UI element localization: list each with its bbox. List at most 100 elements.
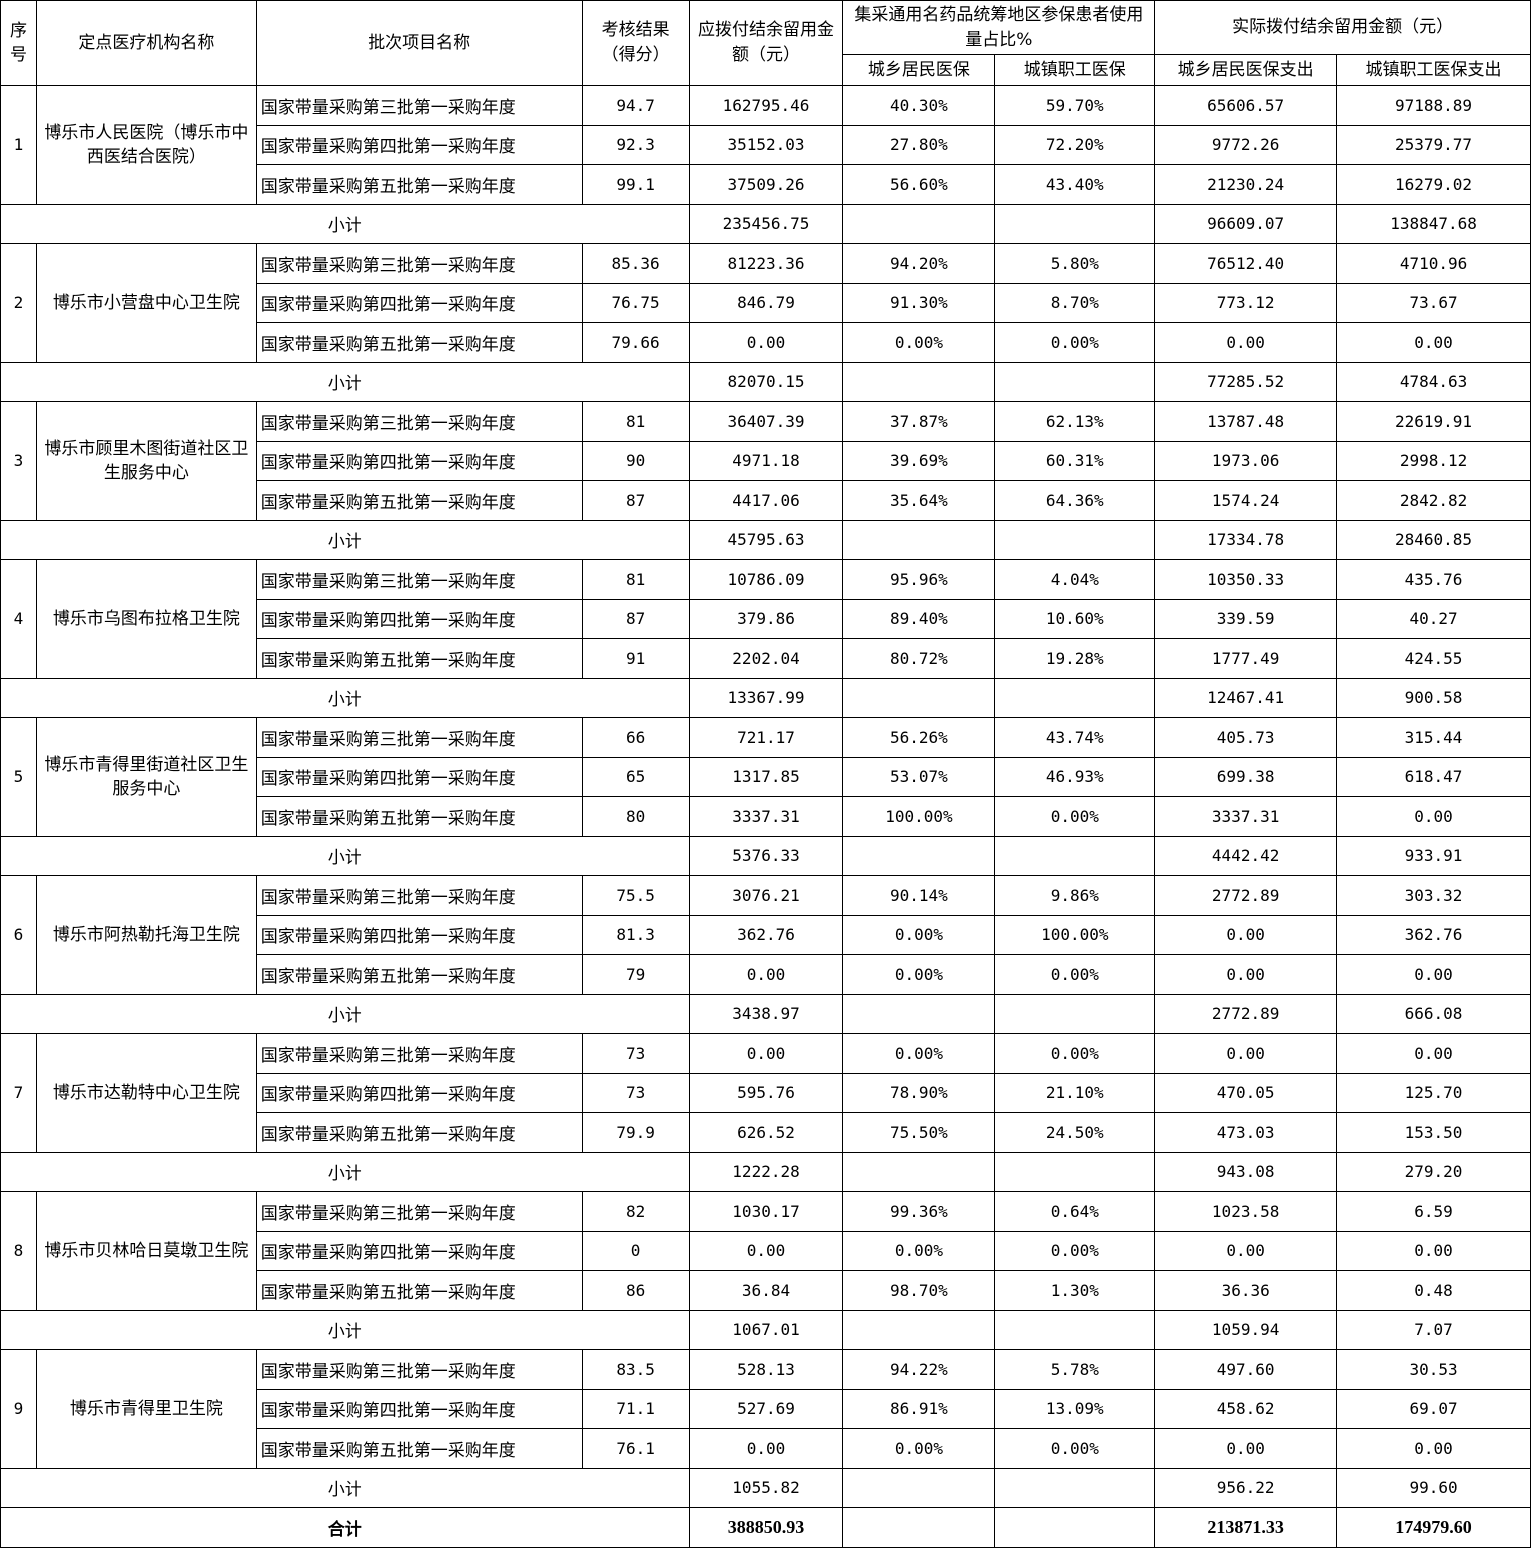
subtotal-row: 小计 13367.99 12467.41 900.58: [0, 677, 1531, 718]
table-row: 4 博乐市乌图布拉格卫生院 国家带量采购第三批第一采购年度 81 10786.09 95.…: [0, 559, 1531, 679]
actual-urban: 4710.96: [1336, 243, 1531, 284]
table-row: 国家带量采购第五批第一采购年度 91 2202.04 80.72% 19.28% 1777…: [1, 638, 1531, 679]
table-row: 国家带量采购第四批第一采购年度 92.3 35152.03 27.80% 72.20% 9…: [1, 124, 1531, 165]
empty-cell: [842, 677, 996, 718]
actual-rural: 470.05: [1154, 1072, 1338, 1113]
header-org: 定点医疗机构名称: [35, 0, 257, 86]
actual-urban: 153.50: [1336, 1112, 1531, 1153]
actual-urban: 435.76: [1336, 559, 1531, 600]
batch-name: 国家带量采购第五批第一采购年度: [255, 322, 583, 363]
batch-name: 国家带量采购第五批第一采购年度: [255, 954, 583, 995]
batch-name: 国家带量采购第四批第一采购年度: [255, 282, 583, 323]
empty-cell: [994, 1507, 1156, 1548]
batch-name: 国家带量采购第四批第一采购年度: [255, 124, 583, 165]
score: 81: [581, 401, 690, 442]
score: 0: [581, 1230, 690, 1271]
due-amount: 36407.39: [688, 401, 844, 442]
due-amount: 362.76: [688, 914, 844, 955]
subtotal-label: 小计: [0, 835, 690, 876]
due-amount: 81223.36: [688, 243, 844, 284]
actual-rural: 1777.49: [1154, 638, 1338, 679]
subtotal-due: 1067.01: [688, 1309, 844, 1350]
ratio-urban: 0.00%: [994, 954, 1156, 995]
ratio-urban: 0.00%: [994, 1428, 1156, 1469]
actual-rural: 3337.31: [1154, 796, 1338, 837]
subtotal-row: 小计 45795.63 17334.78 28460.85: [0, 519, 1531, 560]
actual-rural: 0.00: [1154, 954, 1338, 995]
ratio-urban: 5.78%: [994, 1349, 1156, 1390]
subtotal-row: 小计 1055.82 956.22 99.60: [0, 1467, 1531, 1508]
actual-rural: 1023.58: [1154, 1191, 1338, 1232]
ratio-rural: 95.96%: [842, 559, 996, 600]
table-row: 国家带量采购第四批第一采购年度 87 379.86 89.40% 10.60% 339.5…: [1, 598, 1531, 639]
score: 73: [581, 1033, 690, 1074]
ratio-urban: 0.00%: [994, 796, 1156, 837]
seq-cell: 3: [0, 401, 37, 521]
due-amount: 846.79: [688, 282, 844, 323]
score: 94.7: [581, 85, 690, 126]
header-seq: 序号: [0, 0, 37, 86]
subtotal-label: 小计: [0, 203, 690, 244]
score: 79: [581, 954, 690, 995]
subtotal-due: 5376.33: [688, 835, 844, 876]
score: 79.66: [581, 322, 690, 363]
ratio-rural: 100.00%: [842, 796, 996, 837]
table-row: 国家带量采购第四批第一采购年度 76.75 846.79 91.30% 8.70% 773…: [1, 282, 1531, 323]
subtotal-actual-rural: 17334.78: [1154, 519, 1338, 560]
table-row: 国家带量采购第四批第一采购年度 0 0.00 0.00% 0.00% 0.00 0.00: [1, 1230, 1531, 1271]
actual-urban: 0.00: [1336, 954, 1531, 995]
batch-name: 国家带量采购第三批第一采购年度: [255, 243, 583, 284]
total-row: 合计 388850.93 213871.33 174979.60: [0, 1507, 1531, 1548]
actual-urban: 424.55: [1336, 638, 1531, 679]
batch-name: 国家带量采购第三批第一采购年度: [255, 401, 583, 442]
actual-rural: 0.00: [1154, 914, 1338, 955]
header-ratio-urban: 城镇职工医保: [994, 54, 1156, 86]
empty-cell: [842, 835, 996, 876]
subtotal-actual-urban: 99.60: [1336, 1467, 1531, 1508]
batch-name: 国家带量采购第五批第一采购年度: [255, 480, 583, 521]
ratio-rural: 78.90%: [842, 1072, 996, 1113]
actual-rural: 458.62: [1154, 1388, 1338, 1429]
due-amount: 0.00: [688, 1230, 844, 1271]
actual-rural: 405.73: [1154, 717, 1338, 758]
batch-name: 国家带量采购第四批第一采购年度: [255, 598, 583, 639]
subtotal-row: 小计 3438.97 2772.89 666.08: [0, 993, 1531, 1034]
actual-urban: 0.00: [1336, 1033, 1531, 1074]
ratio-urban: 72.20%: [994, 124, 1156, 165]
subtotal-actual-urban: 138847.68: [1336, 203, 1531, 244]
org-name: 博乐市小营盘中心卫生院: [35, 243, 257, 363]
subtotal-due: 13367.99: [688, 677, 844, 718]
actual-urban: 97188.89: [1336, 85, 1531, 126]
seq-cell: 5: [0, 717, 37, 837]
batch-name: 国家带量采购第四批第一采购年度: [255, 1230, 583, 1271]
table-row: 国家带量采购第五批第一采购年度 79.9 626.52 75.50% 24.50% 473…: [1, 1112, 1531, 1153]
table-row: 国家带量采购第五批第一采购年度 79 0.00 0.00% 0.00% 0.00 0.00: [1, 954, 1531, 995]
table-row: 9 博乐市青得里卫生院 国家带量采购第三批第一采购年度 83.5 528.13 94.22…: [0, 1349, 1531, 1469]
actual-urban: 2842.82: [1336, 480, 1531, 521]
seq-cell: 8: [0, 1191, 37, 1311]
score: 91: [581, 638, 690, 679]
score: 81.3: [581, 914, 690, 955]
ratio-urban: 5.80%: [994, 243, 1156, 284]
ratio-rural: 89.40%: [842, 598, 996, 639]
table-row: 国家带量采购第四批第一采购年度 73 595.76 78.90% 21.10% 470.0…: [1, 1072, 1531, 1113]
table-row: 5 博乐市青得里街道社区卫生服务中心 国家带量采购第三批第一采购年度 66 721.17…: [0, 717, 1531, 837]
header-due: 应拨付结余留用金额（元）: [688, 0, 844, 86]
score: 66: [581, 717, 690, 758]
actual-urban: 618.47: [1336, 756, 1531, 797]
actual-rural: 339.59: [1154, 598, 1338, 639]
seq-cell: 4: [0, 559, 37, 679]
ratio-urban: 64.36%: [994, 480, 1156, 521]
actual-urban: 315.44: [1336, 717, 1531, 758]
due-amount: 4971.18: [688, 440, 844, 481]
subtotal-actual-rural: 77285.52: [1154, 361, 1338, 402]
ratio-urban: 0.64%: [994, 1191, 1156, 1232]
subtotal-actual-rural: 943.08: [1154, 1151, 1338, 1192]
actual-urban: 69.07: [1336, 1388, 1531, 1429]
header-ratio-rural: 城乡居民医保: [842, 54, 996, 86]
ratio-urban: 24.50%: [994, 1112, 1156, 1153]
ratio-urban: 21.10%: [994, 1072, 1156, 1113]
due-amount: 36.84: [688, 1270, 844, 1311]
empty-cell: [994, 1467, 1156, 1508]
subtotal-actual-rural: 1059.94: [1154, 1309, 1338, 1350]
